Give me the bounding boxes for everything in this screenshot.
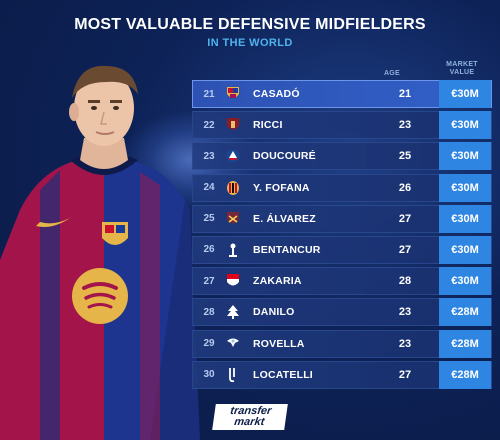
table-row: 22 RICCI 23 €30M <box>192 111 492 140</box>
rank-cell: 30 <box>203 369 215 381</box>
player-name: ZAKARIA <box>253 275 302 288</box>
column-header-market-value-line2: VALUE <box>449 69 475 76</box>
ac-milan-crest-icon <box>225 180 241 196</box>
market-value-cell: €30M <box>439 111 491 140</box>
age-cell: 23 <box>398 337 412 350</box>
west-ham-crest-icon <box>225 211 241 227</box>
torino-crest-icon <box>225 117 241 133</box>
rank-cell: 24 <box>203 182 215 194</box>
player-name: DOUCOURÉ <box>253 150 316 163</box>
market-value-cell: €28M <box>439 298 491 327</box>
column-header-age: AGE <box>383 70 401 77</box>
player-photo <box>0 65 200 440</box>
player-name: CASADÓ <box>253 88 300 100</box>
monaco-crest-icon <box>225 273 241 289</box>
column-header-market-value-line1: MARKET <box>446 61 478 68</box>
table-row: 30 LOCATELLI 27 €28M <box>192 360 492 389</box>
player-name: ROVELLA <box>253 337 305 350</box>
column-header-market-value: MARKET VALUE <box>440 61 484 77</box>
table-row: 23 DOUCOURÉ 25 €30M <box>192 142 492 171</box>
market-value-cell: €30M <box>439 142 491 171</box>
juventus-crest-icon <box>225 367 241 383</box>
market-value-cell: €30M <box>439 173 491 202</box>
market-value-cell: €30M <box>439 235 491 264</box>
age-cell: 25 <box>398 150 412 163</box>
barcelona-crest-icon <box>225 86 241 102</box>
age-cell: 21 <box>398 88 412 100</box>
market-value-cell: €28M <box>439 360 491 389</box>
lazio-crest-icon <box>225 336 241 352</box>
age-cell: 27 <box>398 368 412 381</box>
market-value-cell: €28M <box>439 329 491 358</box>
player-name: BENTANCUR <box>253 243 321 256</box>
rank-cell: 27 <box>203 275 215 287</box>
age-cell: 28 <box>398 275 412 288</box>
age-cell: 23 <box>398 119 412 132</box>
rank-cell: 21 <box>203 88 215 100</box>
player-name: RICCI <box>253 119 283 132</box>
table-row: 25 E. ÁLVAREZ 27 €30M <box>192 204 492 233</box>
market-value-cell: €30M <box>439 204 491 233</box>
market-value-cell: €30M <box>439 80 491 108</box>
age-cell: 27 <box>398 243 412 256</box>
logo-line2: markt <box>233 416 266 428</box>
ranking-table: 21 CASADÓ 21 €30M 22 RICCI 23 €30M 23 DO… <box>192 80 492 392</box>
table-row: 27 ZAKARIA 28 €30M <box>192 267 492 296</box>
transfermarkt-logo: transfer markt <box>212 404 288 430</box>
age-cell: 27 <box>398 212 412 225</box>
table-row: 28 DANILO 23 €28M <box>192 298 492 327</box>
table-row: 26 BENTANCUR 27 €30M <box>192 235 492 264</box>
player-name: DANILO <box>253 306 295 319</box>
tottenham-crest-icon <box>225 242 241 258</box>
rank-cell: 22 <box>203 119 215 131</box>
table-row: 21 CASADÓ 21 €30M <box>192 80 492 108</box>
page-subtitle: IN THE WORLD <box>207 37 293 49</box>
player-name: E. ÁLVAREZ <box>253 212 316 225</box>
table-row: 24 Y. FOFANA 26 €30M <box>192 173 492 202</box>
table-row: 29 ROVELLA 23 €28M <box>192 329 492 358</box>
nottingham-forest-crest-icon <box>225 304 241 320</box>
rank-cell: 28 <box>203 306 215 318</box>
market-value-cell: €30M <box>439 267 491 296</box>
rank-cell: 29 <box>203 338 215 349</box>
player-name: Y. FOFANA <box>253 181 310 194</box>
age-cell: 26 <box>398 181 412 194</box>
rank-cell: 26 <box>203 244 215 256</box>
crystal-palace-crest-icon <box>225 148 241 164</box>
rank-cell: 25 <box>203 213 215 225</box>
rank-cell: 23 <box>203 150 215 162</box>
page-title: MOST VALUABLE DEFENSIVE MIDFIELDERS <box>74 16 426 33</box>
player-name: LOCATELLI <box>253 368 313 381</box>
age-cell: 23 <box>398 306 412 319</box>
